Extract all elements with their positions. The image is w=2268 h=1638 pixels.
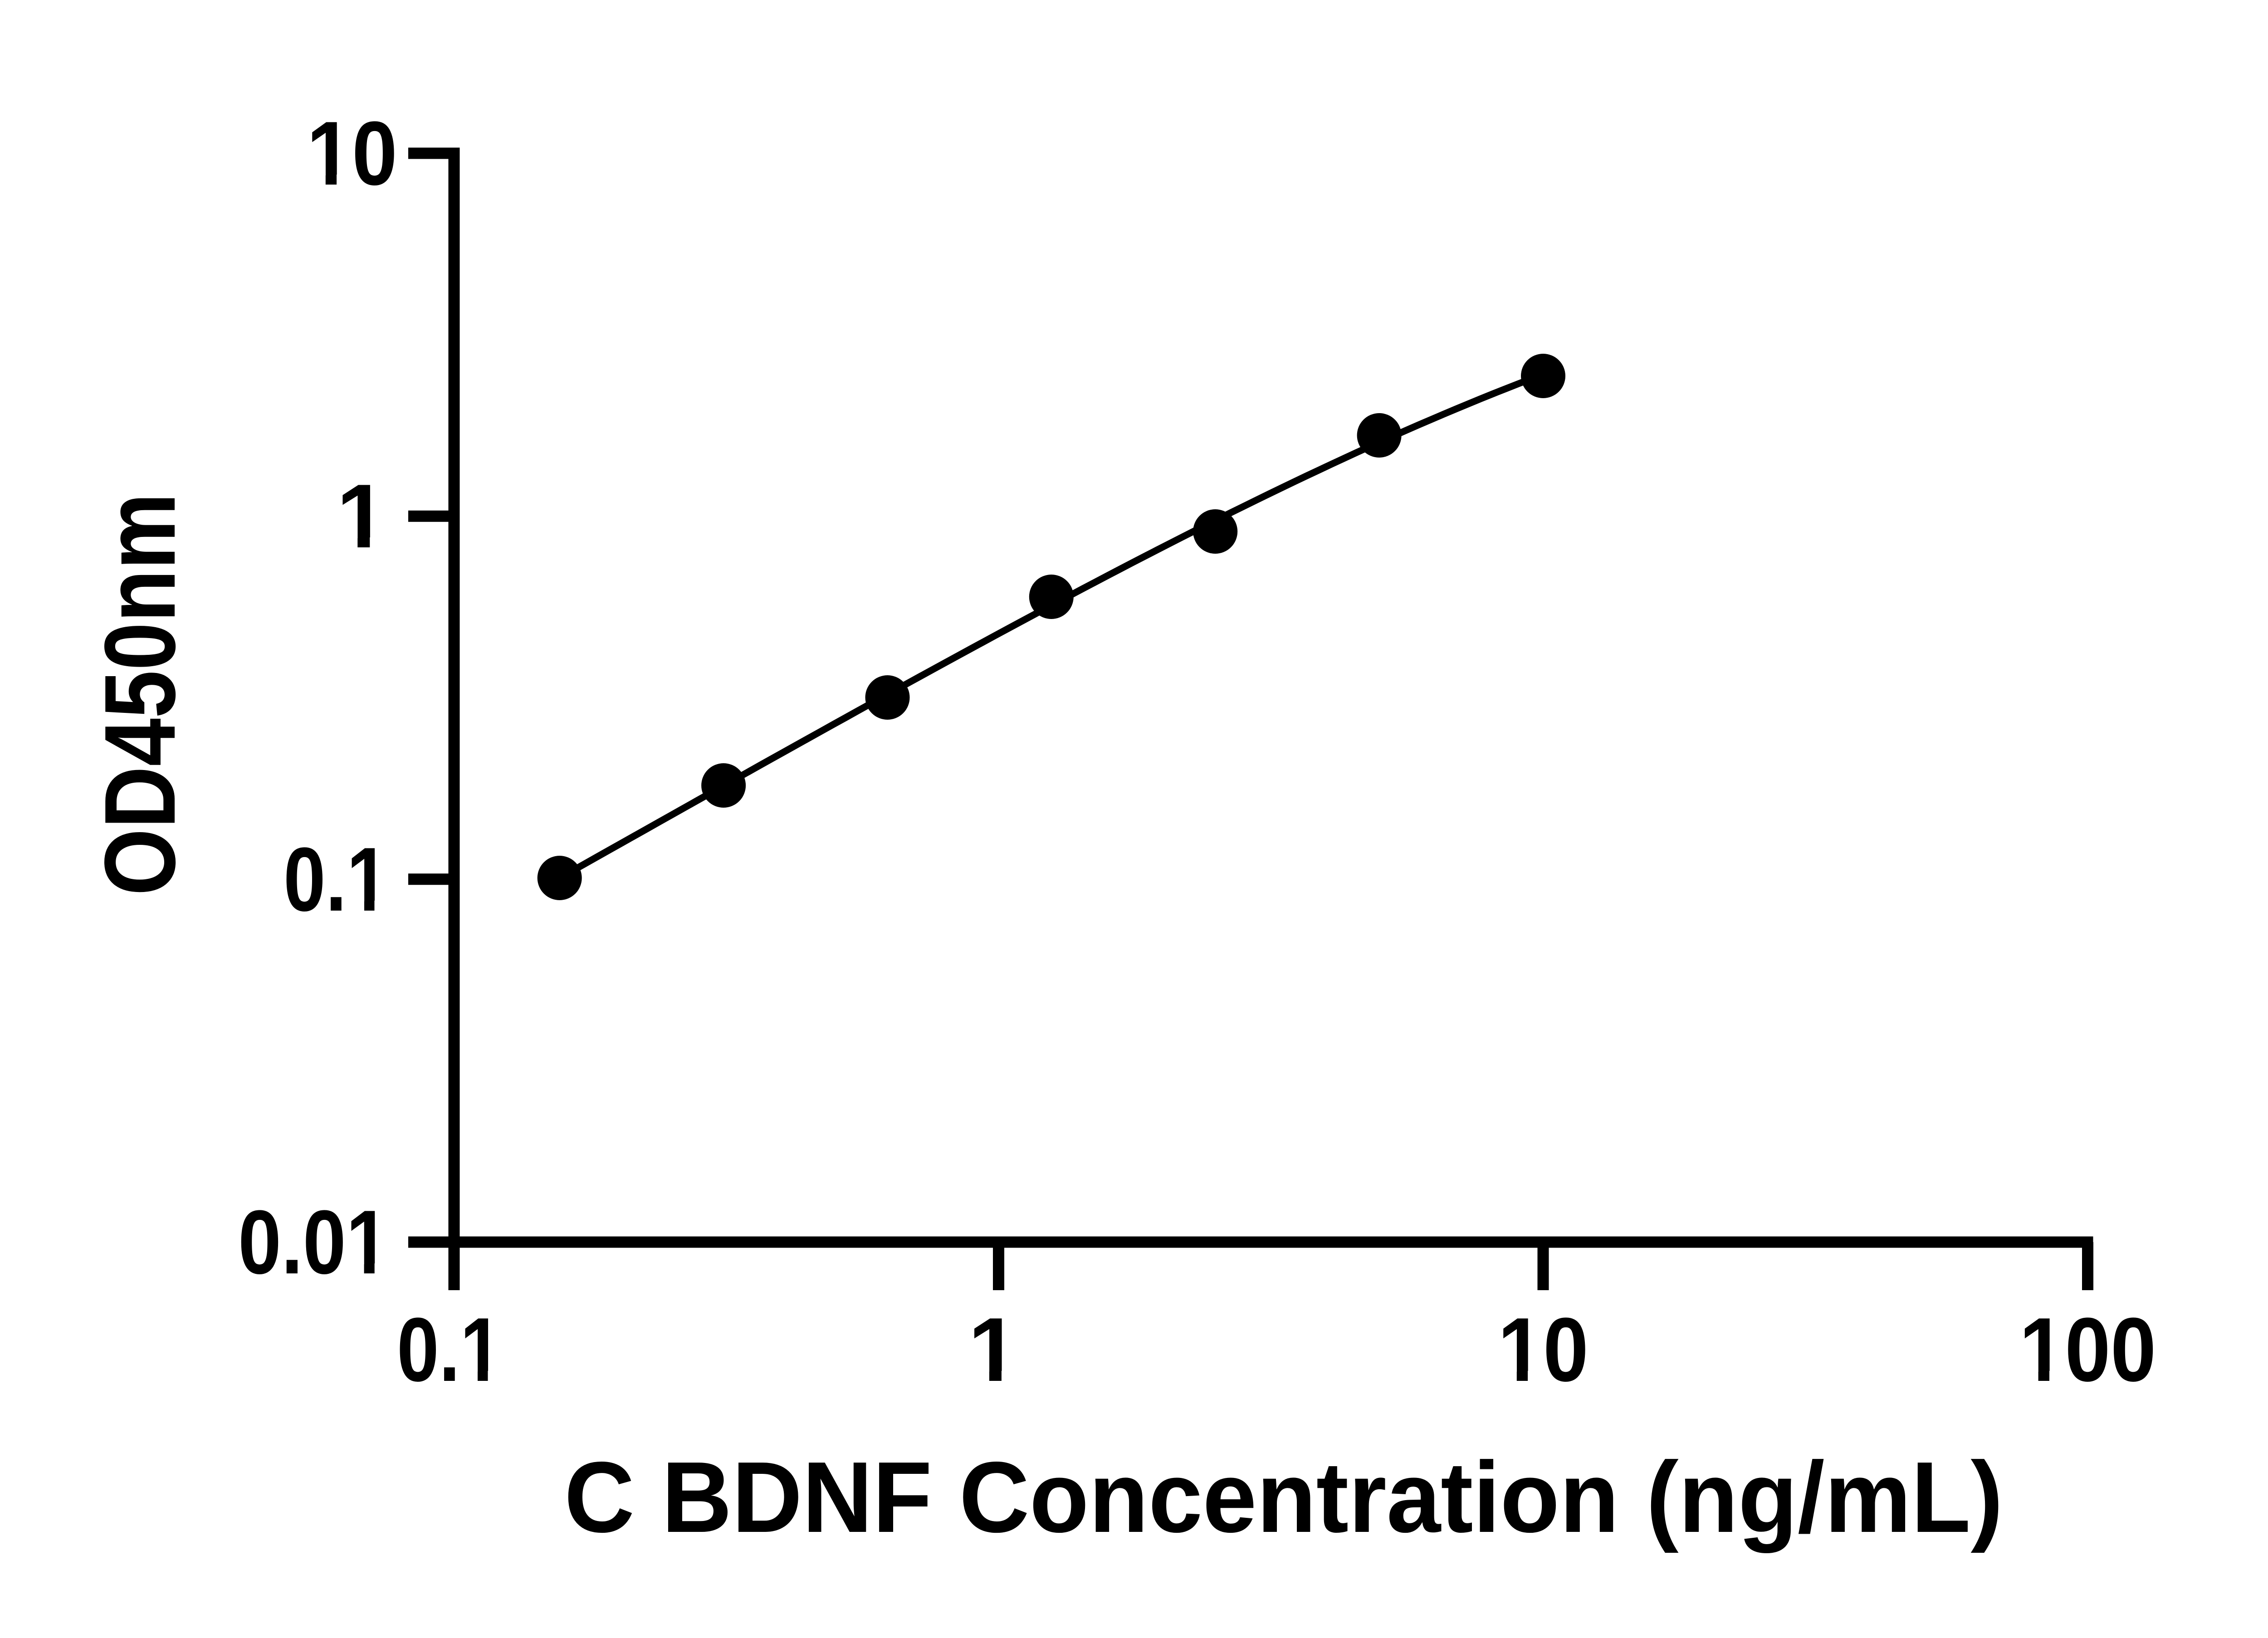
svg-text:100: 100 — [2019, 1299, 2156, 1400]
svg-text:0.1: 0.1 — [284, 829, 389, 930]
svg-text:10: 10 — [307, 103, 397, 204]
svg-text:C BDNF Concentration (ng/mL): C BDNF Concentration (ng/mL) — [564, 1441, 2003, 1554]
svg-text:10: 10 — [1498, 1299, 1589, 1400]
svg-text:1: 1 — [968, 1299, 1018, 1400]
svg-text:0.01: 0.01 — [238, 1192, 389, 1293]
svg-text:OD450nm: OD450nm — [84, 493, 196, 896]
svg-text:0.1: 0.1 — [397, 1299, 502, 1400]
svg-text:1: 1 — [337, 466, 387, 567]
